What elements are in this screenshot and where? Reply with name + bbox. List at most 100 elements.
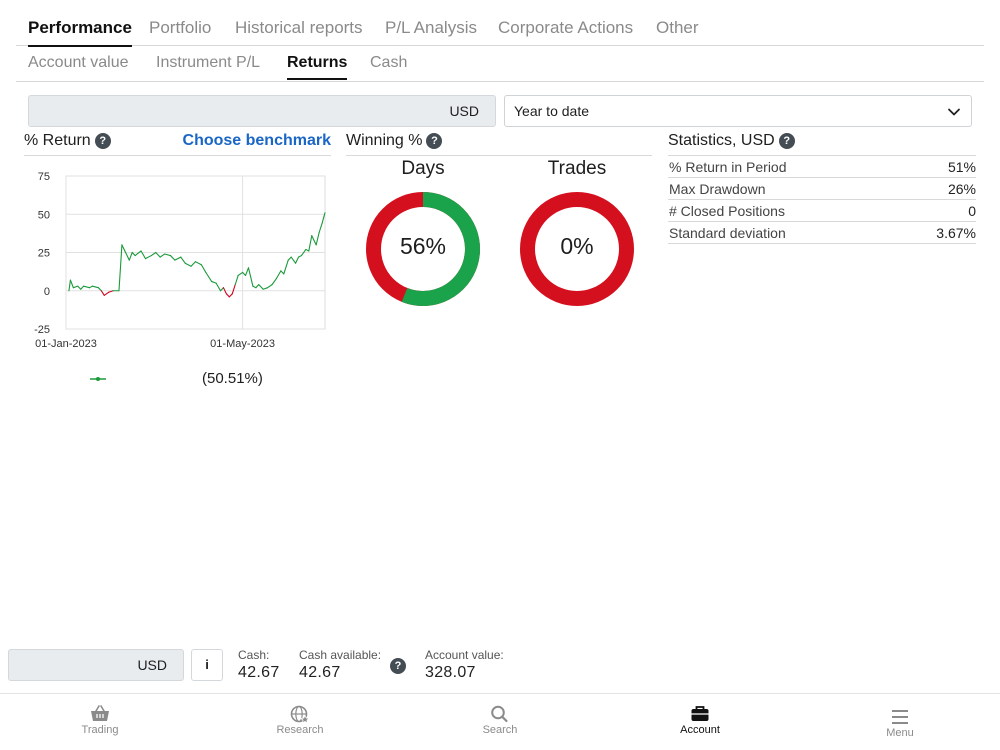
tab-pl-analysis[interactable]: P/L Analysis [385, 18, 477, 37]
return-line-segment [88, 285, 94, 289]
return-line-segment [311, 235, 317, 246]
tab-instrument-pl[interactable]: Instrument P/L [156, 54, 261, 71]
cash-available-summary: Cash available: 42.67 [299, 648, 381, 682]
help-icon[interactable]: ? [426, 133, 443, 149]
return-line-segment [164, 253, 172, 257]
help-icon[interactable]: ? [94, 133, 111, 149]
return-line-segment [318, 222, 323, 234]
basket-icon [91, 705, 109, 721]
stat-value: 51% [947, 159, 976, 175]
footer-help[interactable]: ? [390, 657, 406, 675]
days-title: Days [401, 158, 445, 179]
trades-percent: 0% [560, 233, 594, 259]
nav-trading[interactable]: Trading [0, 694, 200, 750]
stats-panel-title: Statistics, USD [668, 132, 775, 149]
return-line-segment [267, 284, 273, 289]
return-line-segment [252, 285, 257, 289]
cash-label: Cash: [238, 648, 270, 662]
account-value-summary: Account value: 328.07 [425, 648, 504, 682]
currency-value: USD [449, 103, 479, 119]
stats-row-closed-positions: # Closed Positions 0 [668, 200, 976, 222]
return-line-segment [155, 251, 161, 258]
nav-search[interactable]: Search [400, 694, 600, 750]
return-line-segment [231, 284, 236, 295]
return-line-segment [194, 261, 202, 266]
nav-menu[interactable]: Menu [800, 694, 1000, 750]
return-line-segment [124, 250, 130, 261]
return-line-segment [275, 270, 282, 280]
stats-table: % Return in Period 51% Max Drawdown 26% … [668, 156, 976, 244]
tab-cash[interactable]: Cash [370, 54, 408, 71]
return-line-segment [159, 253, 166, 258]
bottom-nav: Trading Research Search Account Menu [0, 693, 1000, 750]
stats-row-drawdown: Max Drawdown 26% [668, 178, 976, 200]
return-line-segment [297, 255, 303, 258]
nav-label: Account [680, 724, 720, 736]
tab-account-value[interactable]: Account value [28, 54, 129, 71]
return-line-segment [144, 255, 152, 260]
info-button[interactable]: i [191, 649, 223, 681]
search-icon [491, 705, 508, 723]
return-line-segment [255, 284, 260, 289]
cash-summary: Cash: 42.67 [238, 648, 280, 682]
menu-icon [892, 710, 908, 724]
currency-selector[interactable]: USD [28, 95, 496, 127]
return-line-segment [121, 244, 126, 252]
stat-value: 0 [968, 203, 976, 219]
return-line-segment [83, 285, 91, 289]
nav-account[interactable]: Account [600, 694, 800, 750]
stats-row-return: % Return in Period 51% [668, 156, 976, 178]
nav-label: Menu [886, 727, 914, 739]
tab-returns[interactable]: Returns [287, 54, 348, 80]
return-line-segment [222, 287, 227, 295]
tab-corporate-actions[interactable]: Corporate Actions [498, 18, 634, 37]
return-panel-header: % Return? Choose benchmark [24, 132, 331, 156]
return-line-segment [219, 287, 225, 292]
globe-star-icon [290, 705, 310, 723]
tab-performance[interactable]: Performance [28, 18, 132, 47]
nav-label: Trading [81, 724, 119, 736]
stat-value: 3.67% [936, 225, 976, 241]
nav-research[interactable]: Research [200, 694, 400, 750]
briefcase-icon [691, 706, 709, 721]
x-tick-label: 01-Jan-2023 [35, 338, 97, 350]
days-win-arc [366, 192, 480, 306]
cash-available-label: Cash available: [299, 648, 382, 662]
return-line-segment [174, 256, 182, 261]
footer-currency-value: USD [137, 657, 167, 673]
period-select[interactable]: Year to date [504, 95, 972, 127]
stat-label: % Return in Period [669, 159, 787, 175]
return-line-segment [283, 259, 289, 275]
tab-historical-reports[interactable]: Historical reports [235, 18, 363, 37]
choose-benchmark-link[interactable]: Choose benchmark [182, 132, 331, 149]
legend-value: (50.51%) [202, 370, 263, 387]
trades-donut [520, 192, 634, 306]
return-line-segment [271, 277, 277, 286]
trades-title: Trades [547, 158, 607, 179]
footer-currency-selector[interactable]: USD [8, 649, 184, 681]
return-line-segment [118, 244, 123, 292]
help-icon[interactable]: ? [390, 658, 406, 674]
tab-other[interactable]: Other [656, 18, 699, 37]
return-line-segment [108, 290, 114, 293]
return-line-segment [211, 281, 217, 284]
return-line-segment [205, 271, 213, 283]
return-line-segment [150, 251, 157, 257]
return-chart: 75 50 25 0 -25 01-Jan-2023 01-May-2023 [34, 171, 326, 350]
stats-panel-header: Statistics, USD? [668, 132, 976, 156]
account-value: 328.07 [425, 664, 476, 681]
stats-row-std-dev: Standard deviation 3.67% [668, 222, 976, 244]
return-line-segment [80, 285, 85, 290]
tab-portfolio[interactable]: Portfolio [149, 18, 212, 37]
return-line-segment [69, 279, 74, 289]
stat-label: Max Drawdown [669, 181, 766, 197]
winning-panel-title: Winning % [346, 132, 423, 149]
stat-label: # Closed Positions [669, 203, 785, 219]
return-line-segment [215, 282, 222, 292]
nav-label: Search [482, 724, 518, 736]
help-icon[interactable]: ? [778, 133, 795, 149]
trades-loss-arc [520, 192, 634, 306]
return-line-segment [100, 290, 105, 296]
sub-tab-bar: Account value Instrument P/L Returns Cas… [16, 46, 984, 82]
return-line-segment [244, 267, 250, 276]
